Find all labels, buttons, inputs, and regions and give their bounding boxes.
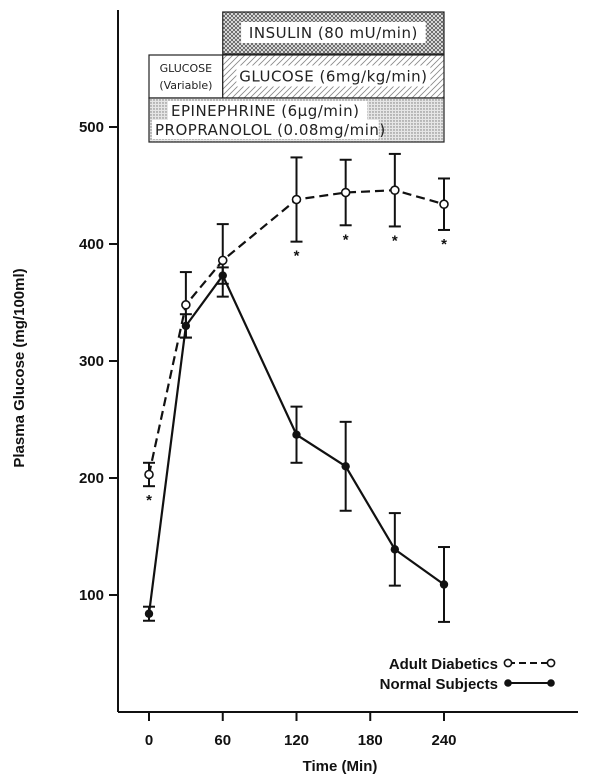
legend-marker-adult-diabetics-start xyxy=(503,658,513,668)
point-normal-subjects-0 xyxy=(144,609,154,618)
protocol-bar-epi-prop-label-2: PROPRANOLOL (0.08mg/min) xyxy=(155,121,386,139)
significance-star-adult-diabetics-160: * xyxy=(343,231,349,248)
y-tick-label-500: 500 xyxy=(79,119,104,136)
y-tick-label-400: 400 xyxy=(79,236,104,253)
protocol-bar-glucose-fixed-label-bg xyxy=(236,65,431,87)
point-normal-subjects-120 xyxy=(292,430,301,439)
x-tick-label-240: 240 xyxy=(431,732,456,749)
protocol-bar-epi-prop: EPINEPHRINE (6µg/min)PROPRANOLOL (0.08mg… xyxy=(148,97,445,143)
protocol-bar-insulin-label: INSULIN (80 mU/min) xyxy=(249,24,418,42)
protocol-bar-glucose-variable-label-2: (Variable) xyxy=(159,79,212,92)
protocol-bar-glucose-variable-label-1: GLUCOSE xyxy=(160,62,212,75)
legend-marker-normal-subjects-end xyxy=(547,679,555,687)
y-axis-title: Plasma Glucose (mg/100ml) xyxy=(11,268,28,467)
significance-star-adult-diabetics-0: * xyxy=(146,492,152,509)
protocol-bar-glucose-fixed-label: GLUCOSE (6mg/kg/min) xyxy=(239,68,427,86)
x-axis-title: Time (Min) xyxy=(303,758,378,775)
legend-label-adult-diabetics: Adult Diabetics xyxy=(389,656,498,673)
plot-area: * * * * * xyxy=(143,152,450,623)
legend-label-normal-subjects: Normal Subjects xyxy=(380,676,498,693)
significance-star-adult-diabetics-200: * xyxy=(392,232,398,249)
x-tick-label-0: 0 xyxy=(145,732,153,749)
protocol-bar-glucose-variable: GLUCOSE (Variable) xyxy=(148,54,224,99)
point-normal-subjects-160 xyxy=(341,462,350,471)
x-tick-label-120: 120 xyxy=(284,732,309,749)
significance-star-adult-diabetics-240: * xyxy=(441,236,447,253)
point-normal-subjects-60 xyxy=(218,271,227,280)
point-adult-diabetics-120 xyxy=(291,194,302,205)
legend-marker-normal-subjects-start xyxy=(504,679,512,687)
protocol-bar-epi-prop-label-2-bg xyxy=(152,120,379,139)
point-adult-diabetics-0 xyxy=(144,469,154,480)
point-adult-diabetics-240 xyxy=(439,199,449,210)
protocol-bars: INSULIN (80 mU/min)GLUCOSE(Variable) GLUC… xyxy=(148,11,445,143)
point-normal-subjects-240 xyxy=(439,580,449,589)
y-tick-label-100: 100 xyxy=(79,587,104,604)
legend: Adult Diabetics Normal Subjects xyxy=(380,656,556,693)
legend-marker-adult-diabetics-end xyxy=(546,658,556,668)
x-tick-label-60: 60 xyxy=(214,732,231,749)
protocol-bar-insulin-label-bg xyxy=(241,22,426,43)
axes: 100 200 300 400 500 0 60 120 180 240 xyxy=(79,10,578,749)
series-normal-subjects xyxy=(143,266,450,623)
y-tick-label-200: 200 xyxy=(79,470,104,487)
point-adult-diabetics-30 xyxy=(181,300,191,310)
point-normal-subjects-200 xyxy=(390,545,400,554)
point-normal-subjects-30 xyxy=(181,321,191,331)
protocol-bar-glucose-fixed: GLUCOSE (6mg/kg/min) xyxy=(222,54,445,99)
x-tick-label-180: 180 xyxy=(358,732,383,749)
point-adult-diabetics-200 xyxy=(390,185,400,195)
point-adult-diabetics-160 xyxy=(340,187,351,198)
y-tick-label-300: 300 xyxy=(79,353,104,370)
point-adult-diabetics-60 xyxy=(217,255,228,266)
significance-star-adult-diabetics-120: * xyxy=(294,248,300,265)
protocol-bar-epi-prop-label-1-bg xyxy=(168,101,368,120)
protocol-bar-epi-prop-label-1: EPINEPHRINE (6µg/min) xyxy=(171,102,359,120)
protocol-bar-insulin: INSULIN (80 mU/min) xyxy=(222,11,445,55)
